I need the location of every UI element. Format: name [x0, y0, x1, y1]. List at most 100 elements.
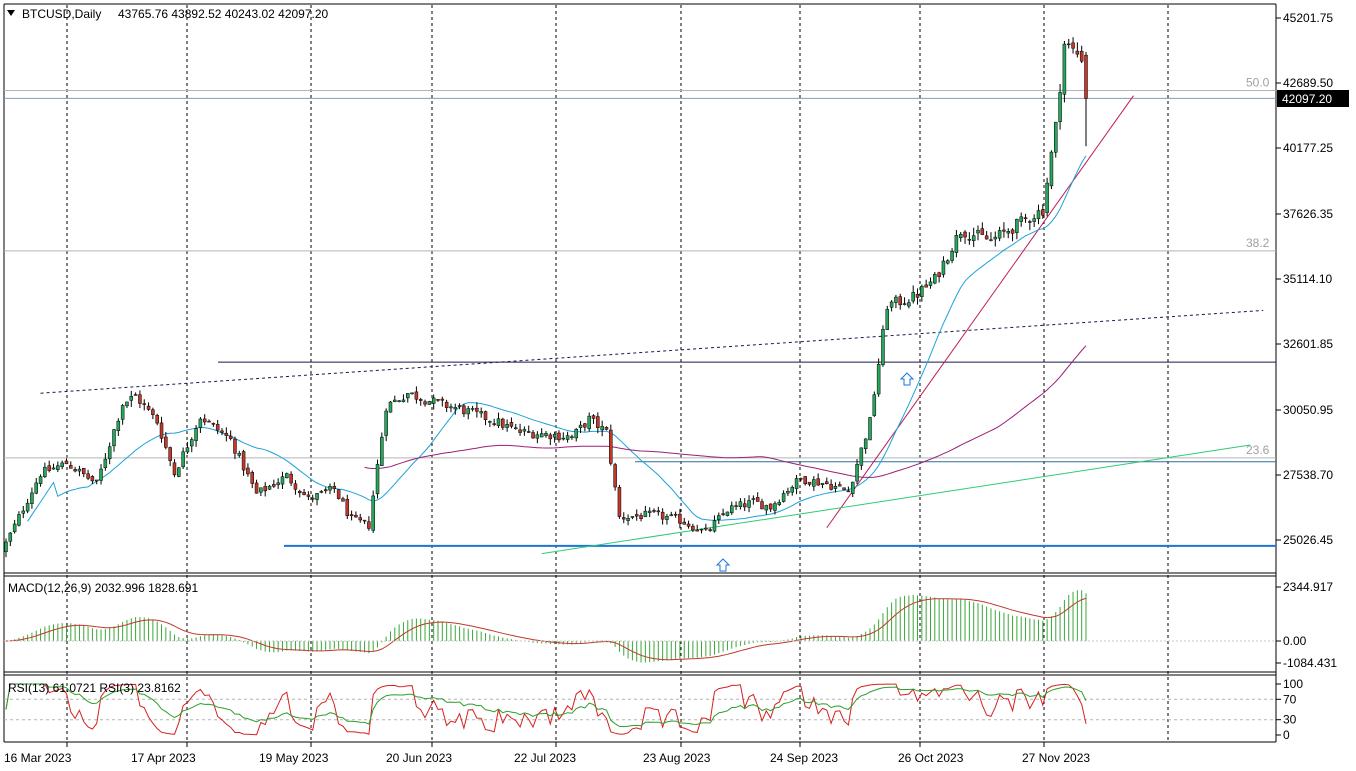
up-candle: [786, 490, 790, 494]
level-lines: 50.0 38.2 23.6: [4, 75, 1276, 547]
down-candle: [151, 409, 155, 415]
down-candle: [336, 489, 341, 499]
up-candle: [997, 230, 1002, 239]
down-candle: [518, 429, 522, 433]
up-candle: [539, 433, 544, 438]
up-candle: [466, 408, 470, 415]
down-candle: [440, 398, 445, 401]
up-candle: [751, 498, 756, 500]
up-candle: [17, 514, 21, 526]
up-candle: [665, 516, 669, 520]
down-candle: [768, 503, 773, 510]
macd-indicator: [4, 590, 1276, 663]
down-candle: [924, 284, 928, 288]
up-candle: [371, 495, 375, 531]
fib-level-label: 38.2: [1246, 236, 1270, 250]
down-candle: [475, 407, 479, 412]
x-tick-label: 23 Aug 2023: [643, 751, 711, 765]
up-candle: [4, 541, 8, 553]
down-candle: [362, 519, 367, 522]
down-candle: [1079, 50, 1084, 62]
down-candle: [293, 483, 298, 490]
up-candle: [820, 482, 825, 485]
up-candle: [902, 303, 907, 305]
collapse-triangle-icon[interactable]: [7, 10, 15, 16]
up-candle: [453, 407, 458, 410]
up-candle: [1032, 218, 1036, 222]
up-candle: [431, 397, 436, 404]
down-candle: [341, 498, 345, 502]
up-candle: [630, 516, 635, 518]
up-candle: [885, 309, 890, 330]
price-tick-label: 42689.50: [1283, 76, 1333, 90]
rsi-tick-label: 100: [1283, 677, 1303, 691]
down-candle: [678, 513, 682, 524]
macd-tick-label: 2344.917: [1283, 580, 1333, 594]
down-candle: [241, 451, 246, 471]
up-candle: [626, 518, 630, 521]
up-candle: [669, 514, 674, 516]
down-candle: [509, 422, 514, 427]
down-candle: [462, 405, 466, 415]
down-candle: [202, 418, 207, 423]
down-candle: [220, 430, 224, 433]
down-candle: [760, 501, 764, 510]
up-candle: [99, 468, 103, 481]
signal-arrows: [715, 372, 915, 572]
up-candle: [989, 239, 993, 241]
up-candle: [881, 328, 885, 366]
down-candle: [64, 460, 69, 465]
down-candle: [704, 527, 708, 530]
price-tick-label: 25026.45: [1283, 533, 1333, 547]
up-candle: [790, 486, 794, 493]
up-candle: [21, 510, 26, 514]
uptrend-line: [826, 95, 1134, 529]
up-candle: [1015, 218, 1019, 233]
up-candle: [285, 473, 289, 479]
down-candle: [639, 515, 643, 519]
price-tick-label: 40177.25: [1283, 141, 1333, 155]
down-candle: [418, 399, 423, 401]
up-candle: [397, 400, 401, 402]
up-candle: [315, 493, 319, 500]
down-candle: [695, 529, 699, 532]
up-candle: [561, 437, 566, 440]
x-tick-label: 26 Oct 2023: [898, 751, 964, 765]
fib-level-label: 50.0: [1246, 75, 1270, 89]
down-candle: [691, 525, 695, 531]
down-candle: [358, 517, 362, 521]
price-tick-label: 27538.70: [1283, 468, 1333, 482]
up-candle: [328, 486, 332, 491]
down-candle: [686, 523, 691, 527]
up-candle: [198, 418, 203, 428]
down-candle: [133, 394, 138, 396]
up-candle: [730, 505, 734, 514]
up-candle: [30, 492, 34, 504]
up-candle: [380, 436, 384, 466]
down-candle: [596, 416, 600, 428]
down-candle: [289, 473, 293, 484]
up-candle: [950, 251, 954, 261]
up-candle: [1019, 216, 1023, 222]
down-candle: [634, 514, 639, 517]
down-candle: [215, 424, 220, 431]
up-candle: [699, 528, 704, 531]
up-candle: [872, 394, 877, 416]
down-candle: [211, 423, 216, 425]
time-axis: 16 Mar 2023 17 Apr 2023 19 May 2023 20 Jun …: [4, 742, 1090, 765]
down-candle: [846, 490, 851, 493]
down-candle: [721, 513, 725, 515]
down-candle: [799, 477, 803, 480]
up-candle: [280, 476, 285, 485]
down-candle: [47, 465, 51, 471]
down-candle: [155, 415, 159, 424]
up-candle: [12, 523, 17, 532]
down-candle: [1075, 50, 1080, 55]
up-candle: [8, 532, 13, 542]
down-candle: [816, 478, 820, 486]
x-tick-label: 22 Jul 2023: [514, 751, 576, 765]
down-candle: [842, 487, 846, 490]
down-candle: [1028, 221, 1032, 223]
chart-header: BTCUSD,Daily 43765.76 43892.52 40243.02 …: [7, 7, 329, 21]
